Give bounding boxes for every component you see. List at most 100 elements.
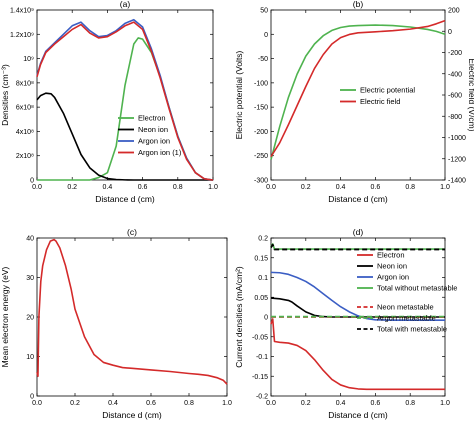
legend-label-total-with-metastable: Total with metastable [377, 325, 447, 334]
y-tick-label: 10⁹ [23, 56, 34, 63]
y-right-tick-label: -600 [448, 93, 462, 100]
x-tick-label: 0.2 [301, 184, 311, 191]
y-right-tick-label: -800 [448, 114, 462, 121]
series-line-total-without-metastable [270, 243, 445, 250]
x-tick-label: 0.8 [184, 400, 194, 407]
legend-label-total-without-metastable: Total without metastable [377, 284, 457, 293]
x-tick-label: 0.2 [67, 184, 77, 191]
y-tick-label: 0 [264, 315, 268, 322]
y-tick-label: 0 [30, 394, 34, 401]
y-tick-label: 30 [26, 275, 34, 282]
x-tick-label: 0.4 [336, 184, 346, 191]
y-tick-label: -0.2 [256, 394, 268, 401]
chart-panel-b: (b) 0.0 0.2 0.4 0.6 0.8 1.0 -300 -250 -200 -150 -10… [234, 0, 474, 204]
y-axis-label: Current densities (mA/cm²) [234, 266, 244, 368]
x-tick-label: 0.0 [266, 400, 276, 407]
series-line-argon-ion-1 [36, 21, 214, 181]
legend-label-argon-metastable: Argon metastable [377, 314, 436, 323]
y-right-tick-label: -1000 [448, 135, 466, 142]
y-axis-label: Electric potential (Volts) [234, 50, 244, 139]
y-tick-label: -250 [254, 153, 268, 160]
x-tick-label: 0.6 [146, 400, 156, 407]
x-tick-label: 1.0 [208, 184, 218, 191]
y-tick-label: 1.4x10⁹ [10, 8, 34, 15]
chart-panel-c: (c) 0.0 0.2 0.4 0.6 0.8 1.0 0 10 20 30 40 Distance d… [0, 227, 232, 420]
y-tick-label: 1.2x10⁹ [10, 32, 34, 39]
series-line-electric-potential [270, 24, 446, 160]
series-line-total-with-metastable [270, 243, 445, 251]
legend-label-electron: Electron [377, 251, 405, 260]
y-tick-label: -300 [254, 178, 268, 185]
y-tick-label: -200 [254, 129, 268, 136]
panel-title: (b) [353, 0, 364, 9]
y-right-tick-label: -400 [448, 71, 462, 78]
series-line-neon-ion [270, 297, 445, 318]
x-tick-label: 0.4 [103, 184, 113, 191]
y-tick-label: -150 [254, 105, 268, 112]
y-tick-label: 0.15 [254, 255, 268, 262]
y-axis-label: Densities (cm⁻³) [0, 64, 10, 126]
x-tick-label: 1.0 [440, 184, 450, 191]
y-right-tick-label: -1400 [448, 178, 466, 185]
legend-label-neon-ion: Neon ion [377, 262, 407, 271]
y-tick-label: 0.1 [258, 275, 268, 282]
y-tick-label: 0.05 [254, 295, 268, 302]
y-tick-label: 4x10⁸ [16, 129, 34, 136]
plot-frame [36, 9, 214, 181]
y-tick-label: -0.15 [252, 374, 268, 381]
y-tick-label: 40 [26, 236, 34, 243]
x-tick-label: 1.0 [440, 400, 450, 407]
y-tick-label: -50 [258, 56, 268, 63]
panel-title: (a) [120, 0, 131, 9]
x-tick-label: 0.2 [70, 400, 80, 407]
y-tick-label: -100 [254, 80, 268, 87]
y-axis-label: Mean electron energy (eV) [0, 267, 10, 368]
chart-panel-a: (a) 0.0 0.2 0.4 0.6 0.8 1.0 0 2x10⁸ 4x10⁸ 6x10⁸ 8x1… [0, 0, 218, 204]
plot-frame [36, 237, 228, 397]
y-tick-label: 6x10⁸ [16, 105, 34, 112]
series-line-electron [270, 318, 445, 391]
x-tick-label: 0.0 [32, 184, 42, 191]
x-tick-label: 0.6 [371, 400, 381, 407]
chart-panel-d: (d) 0.0 0.2 0.4 0.6 0.8 1.0 -0.2 -0.15 -0.1 -0.05 0… [234, 227, 457, 420]
x-axis-label: Distance d (cm) [95, 194, 155, 204]
legend-label-neon-metastable: Neon metastable [377, 303, 434, 312]
y-tick-label: 10 [26, 354, 34, 361]
y-right-tick-label: 0 [448, 29, 452, 36]
legend-label-neon-ion: Neon ion [138, 125, 168, 134]
series-line-argon-ion [36, 18, 214, 181]
y-tick-label: 2x10⁸ [16, 153, 34, 160]
panel-title: (d) [353, 227, 364, 237]
x-tick-label: 0.0 [266, 184, 276, 191]
x-axis-label: Distance d (cm) [328, 410, 388, 420]
y-tick-label: -0.1 [256, 354, 268, 361]
x-tick-label: 1.0 [222, 400, 232, 407]
legend-label-argon-ion: Argon ion [138, 137, 170, 146]
x-tick-label: 0.8 [405, 184, 415, 191]
panel-title: (c) [127, 227, 137, 237]
series-line-electric-field [270, 19, 446, 158]
plot-frame [270, 9, 446, 181]
y-tick-label: 50 [260, 8, 268, 15]
x-tick-label: 0.4 [336, 400, 346, 407]
x-tick-label: 0.0 [32, 400, 42, 407]
legend-label-electron: Electron [138, 114, 166, 123]
x-tick-label: 0.2 [301, 400, 311, 407]
x-tick-label: 0.8 [173, 184, 183, 191]
y-tick-label: 20 [26, 315, 34, 322]
series-line-argon-ion [270, 271, 445, 321]
y-tick-label: 0.2 [258, 236, 268, 243]
x-tick-label: 0.6 [138, 184, 148, 191]
legend-label-electric-field: Electric field [360, 97, 400, 106]
y-tick-label: 8x10⁸ [16, 80, 34, 87]
y-right-tick-label: -200 [448, 50, 462, 57]
y-tick-label: 0 [30, 178, 34, 185]
x-tick-label: 0.8 [405, 400, 415, 407]
legend-label-argon-ion-1: Argon ion (1) [138, 148, 182, 157]
y-axis-label-right: Electric field (V/cm) [467, 58, 474, 131]
y-tick-label: -0.05 [252, 334, 268, 341]
y-right-tick-label: 200 [448, 8, 460, 15]
series-line-neon-ion [36, 92, 213, 181]
x-axis-label: Distance d (cm) [328, 194, 388, 204]
